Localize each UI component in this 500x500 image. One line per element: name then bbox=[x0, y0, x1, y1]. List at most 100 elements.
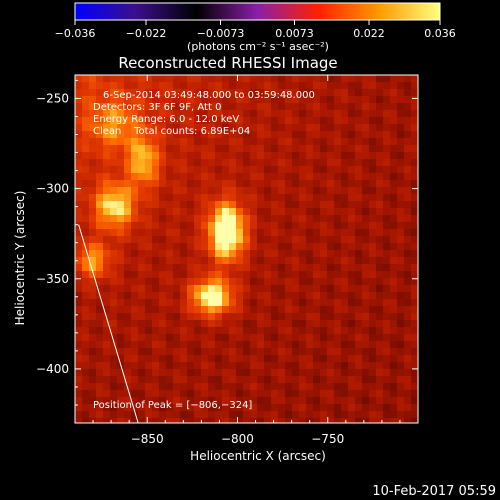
heatmap-cell bbox=[411, 341, 418, 348]
heatmap-cell bbox=[306, 110, 313, 117]
heatmap-cell bbox=[411, 236, 418, 243]
heatmap-cell bbox=[243, 348, 250, 355]
heatmap-cell bbox=[397, 131, 404, 138]
heatmap-cell bbox=[131, 404, 138, 411]
heatmap-cell bbox=[264, 264, 271, 271]
heatmap-cell bbox=[397, 117, 404, 124]
heatmap-cell bbox=[117, 369, 124, 376]
heatmap-cell bbox=[201, 173, 208, 180]
heatmap-cell bbox=[145, 397, 152, 404]
heatmap-cell bbox=[369, 404, 376, 411]
heatmap-cell bbox=[306, 215, 313, 222]
heatmap-cell bbox=[313, 117, 320, 124]
heatmap-cell bbox=[75, 208, 82, 215]
heatmap-cell bbox=[355, 89, 362, 96]
heatmap-cell bbox=[362, 152, 369, 159]
heatmap-cell bbox=[299, 229, 306, 236]
heatmap-cell bbox=[257, 313, 264, 320]
heatmap-cell bbox=[313, 229, 320, 236]
heatmap-cell bbox=[229, 103, 236, 110]
heatmap-cell bbox=[222, 89, 229, 96]
heatmap-cell bbox=[82, 383, 89, 390]
heatmap-cell bbox=[320, 117, 327, 124]
heatmap-cell bbox=[152, 124, 159, 131]
heatmap-cell bbox=[313, 348, 320, 355]
heatmap-cell bbox=[138, 145, 145, 152]
heatmap-cell bbox=[376, 222, 383, 229]
heatmap-cell bbox=[117, 103, 124, 110]
heatmap-cell bbox=[250, 376, 257, 383]
heatmap-cell bbox=[348, 411, 355, 418]
heatmap-cell bbox=[264, 257, 271, 264]
heatmap-cell bbox=[397, 257, 404, 264]
heatmap-cell bbox=[208, 320, 215, 327]
heatmap-cell bbox=[320, 257, 327, 264]
heatmap-cell bbox=[208, 103, 215, 110]
heatmap-cell bbox=[124, 362, 131, 369]
heatmap-cell bbox=[383, 292, 390, 299]
heatmap-cell bbox=[369, 166, 376, 173]
heatmap-cell bbox=[236, 334, 243, 341]
heatmap-cell bbox=[208, 334, 215, 341]
heatmap-cell bbox=[173, 159, 180, 166]
heatmap-cell bbox=[173, 222, 180, 229]
heatmap-cell bbox=[82, 131, 89, 138]
heatmap-cell bbox=[264, 376, 271, 383]
heatmap-cell bbox=[222, 75, 229, 82]
heatmap-cell bbox=[103, 278, 110, 285]
heatmap-cell bbox=[313, 173, 320, 180]
heatmap-cell bbox=[411, 166, 418, 173]
heatmap-cell bbox=[250, 187, 257, 194]
heatmap-cell bbox=[187, 348, 194, 355]
heatmap-cell bbox=[131, 355, 138, 362]
heatmap-cell bbox=[194, 110, 201, 117]
heatmap-cell bbox=[313, 383, 320, 390]
heatmap-cell bbox=[236, 180, 243, 187]
heatmap-cell bbox=[285, 243, 292, 250]
heatmap-cell bbox=[383, 187, 390, 194]
heatmap-cell bbox=[89, 362, 96, 369]
heatmap-cell bbox=[250, 271, 257, 278]
heatmap-cell bbox=[250, 75, 257, 82]
heatmap-cell bbox=[222, 383, 229, 390]
heatmap-cell bbox=[215, 411, 222, 418]
heatmap-cell bbox=[215, 376, 222, 383]
heatmap-cell bbox=[166, 271, 173, 278]
heatmap-cell bbox=[138, 355, 145, 362]
heatmap-cell bbox=[313, 334, 320, 341]
heatmap-cell bbox=[229, 369, 236, 376]
heatmap-cell bbox=[299, 152, 306, 159]
heatmap-cell bbox=[138, 362, 145, 369]
heatmap-cell bbox=[278, 390, 285, 397]
heatmap-cell bbox=[243, 341, 250, 348]
heatmap-cell bbox=[131, 257, 138, 264]
heatmap-cell bbox=[264, 390, 271, 397]
heatmap-cell bbox=[334, 243, 341, 250]
heatmap-cell bbox=[376, 166, 383, 173]
heatmap-cell bbox=[89, 334, 96, 341]
heatmap-cell bbox=[376, 96, 383, 103]
heatmap-cell bbox=[320, 334, 327, 341]
heatmap-cell bbox=[355, 159, 362, 166]
heatmap-cell bbox=[89, 404, 96, 411]
heatmap-cell bbox=[215, 96, 222, 103]
heatmap-cell bbox=[264, 285, 271, 292]
heatmap-cell bbox=[82, 229, 89, 236]
heatmap-cell bbox=[292, 222, 299, 229]
heatmap-cell bbox=[187, 152, 194, 159]
heatmap-cell bbox=[138, 82, 145, 89]
heatmap-cell bbox=[124, 327, 131, 334]
heatmap-cell bbox=[313, 320, 320, 327]
heatmap-cell bbox=[222, 341, 229, 348]
heatmap-cell bbox=[397, 341, 404, 348]
heatmap-cell bbox=[124, 397, 131, 404]
heatmap-cell bbox=[334, 397, 341, 404]
heatmap-cell bbox=[271, 320, 278, 327]
heatmap-cell bbox=[124, 236, 131, 243]
heatmap-cell bbox=[82, 110, 89, 117]
heatmap-cell bbox=[180, 306, 187, 313]
heatmap-cell bbox=[306, 376, 313, 383]
heatmap-cell bbox=[75, 96, 82, 103]
heatmap-cell bbox=[292, 215, 299, 222]
heatmap-cell bbox=[187, 187, 194, 194]
